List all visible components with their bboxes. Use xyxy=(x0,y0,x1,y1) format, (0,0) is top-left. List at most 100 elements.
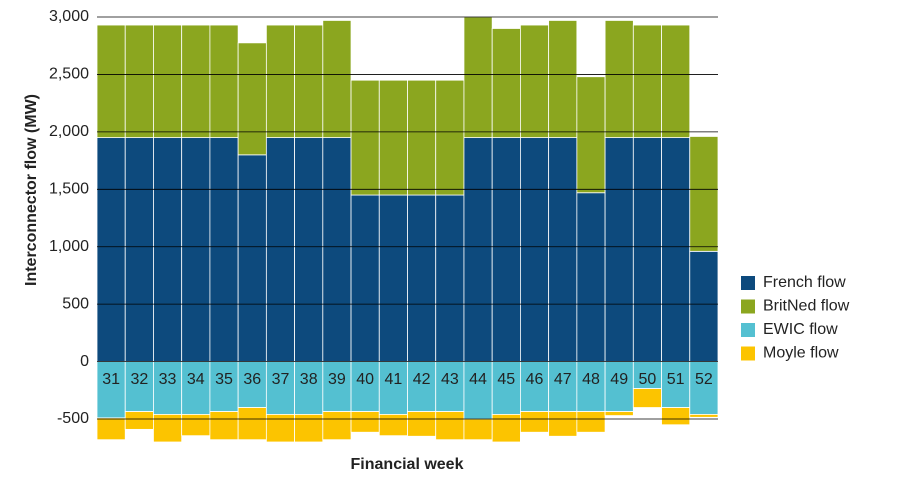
y-tick-label: 0 xyxy=(80,353,89,370)
x-tick-label: 45 xyxy=(497,371,515,388)
bar xyxy=(632,361,662,389)
x-tick-label: 33 xyxy=(159,371,177,388)
bar xyxy=(237,42,267,156)
bar xyxy=(632,388,662,408)
x-tick-label: 42 xyxy=(413,371,431,388)
bar xyxy=(548,20,578,139)
x-tick-label: 40 xyxy=(356,371,374,388)
x-tick-label: 44 xyxy=(469,371,487,388)
bar xyxy=(689,136,719,252)
x-tick-label: 41 xyxy=(384,371,402,388)
bar xyxy=(491,414,521,443)
legend-label: Moyle flow xyxy=(763,345,839,362)
bar xyxy=(124,361,154,412)
bar xyxy=(96,24,126,139)
bar xyxy=(463,137,493,362)
bar xyxy=(520,137,550,362)
x-tick-label: 52 xyxy=(695,371,713,388)
x-tick-label: 39 xyxy=(328,371,346,388)
bar xyxy=(153,414,183,443)
legend-swatch xyxy=(741,346,755,361)
bar xyxy=(350,79,380,196)
bar xyxy=(407,411,437,437)
bar xyxy=(153,24,183,139)
bar xyxy=(604,137,634,362)
bar xyxy=(265,137,295,362)
bar xyxy=(294,137,324,362)
bar xyxy=(209,24,239,139)
bar xyxy=(96,137,126,362)
bar xyxy=(435,411,465,441)
bar xyxy=(124,411,154,430)
y-tick-label: -500 xyxy=(57,410,89,427)
bar xyxy=(265,24,295,139)
x-tick-label: 38 xyxy=(300,371,318,388)
bar xyxy=(181,24,211,139)
bar xyxy=(661,24,691,139)
x-tick-label: 47 xyxy=(554,371,572,388)
bar xyxy=(689,361,719,415)
bar xyxy=(604,411,634,416)
bar xyxy=(407,194,437,362)
bar xyxy=(350,411,380,433)
y-tick-label: 2,500 xyxy=(49,66,89,83)
bar xyxy=(96,361,126,419)
bar xyxy=(265,414,295,443)
legend-swatch xyxy=(741,323,755,337)
x-axis-title: Financial week xyxy=(351,456,464,473)
bar xyxy=(322,411,352,441)
bar xyxy=(435,79,465,196)
bar xyxy=(661,137,691,362)
bar xyxy=(576,361,606,412)
bar xyxy=(576,76,606,194)
bar xyxy=(407,79,437,196)
bar xyxy=(661,361,691,408)
bar xyxy=(689,414,719,418)
bar xyxy=(435,194,465,362)
bar xyxy=(181,414,211,437)
legend-label: BritNed flow xyxy=(763,298,850,315)
y-tick-label: 1,500 xyxy=(49,181,89,198)
bar xyxy=(604,361,634,412)
bar xyxy=(604,20,634,139)
bar xyxy=(632,137,662,362)
bar xyxy=(378,414,408,437)
bar xyxy=(576,192,606,362)
bar xyxy=(463,361,493,420)
legend-label: French flow xyxy=(763,274,846,291)
x-tick-label: 46 xyxy=(526,371,544,388)
bar xyxy=(294,24,324,139)
bar xyxy=(378,194,408,362)
bar xyxy=(209,137,239,362)
x-tick-label: 48 xyxy=(582,371,600,388)
x-tick-label: 49 xyxy=(610,371,628,388)
bar xyxy=(661,407,691,426)
bar xyxy=(463,418,493,441)
x-tick-label: 43 xyxy=(441,371,459,388)
x-tick-label: 36 xyxy=(243,371,261,388)
y-tick-label: 500 xyxy=(62,295,89,312)
bar xyxy=(265,361,295,415)
x-tick-label: 34 xyxy=(187,371,205,388)
bar xyxy=(209,411,239,441)
y-tick-label: 2,000 xyxy=(49,123,89,140)
y-axis-title: Interconnector flow (MW) xyxy=(23,94,40,286)
bar xyxy=(322,20,352,139)
bar xyxy=(378,361,408,415)
bar xyxy=(294,414,324,443)
bar xyxy=(463,16,493,139)
bar xyxy=(548,411,578,437)
bar xyxy=(124,137,154,362)
bar xyxy=(520,24,550,139)
x-tick-label: 50 xyxy=(639,371,657,388)
bar xyxy=(237,407,267,441)
bar xyxy=(237,154,267,362)
x-tick-label: 37 xyxy=(272,371,290,388)
bar xyxy=(435,361,465,412)
bar xyxy=(378,79,408,196)
bar xyxy=(153,137,183,362)
legend-swatch xyxy=(741,299,755,314)
bar xyxy=(491,137,521,362)
bar xyxy=(520,411,550,433)
